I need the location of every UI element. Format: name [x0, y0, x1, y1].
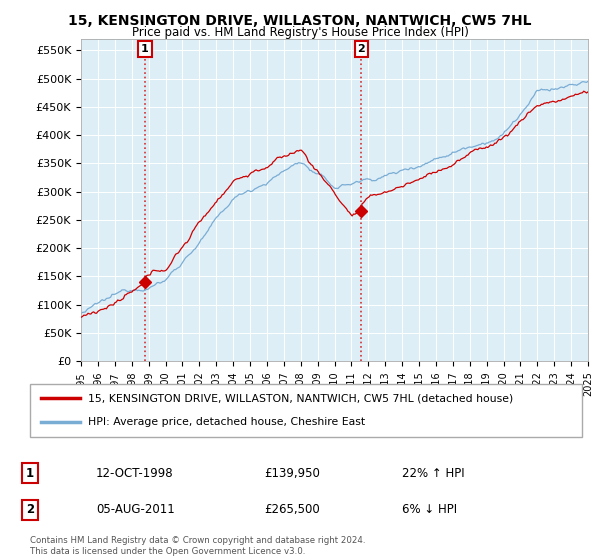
Text: HPI: Average price, detached house, Cheshire East: HPI: Average price, detached house, Ches…: [88, 417, 365, 427]
Text: 15, KENSINGTON DRIVE, WILLASTON, NANTWICH, CW5 7HL (detached house): 15, KENSINGTON DRIVE, WILLASTON, NANTWIC…: [88, 394, 513, 404]
Text: 15, KENSINGTON DRIVE, WILLASTON, NANTWICH, CW5 7HL: 15, KENSINGTON DRIVE, WILLASTON, NANTWIC…: [68, 14, 532, 28]
Text: Price paid vs. HM Land Registry's House Price Index (HPI): Price paid vs. HM Land Registry's House …: [131, 26, 469, 39]
Text: 1: 1: [26, 466, 34, 480]
Text: 1: 1: [141, 44, 149, 54]
Text: 12-OCT-1998: 12-OCT-1998: [96, 466, 173, 480]
Text: 2: 2: [358, 44, 365, 54]
Text: Contains HM Land Registry data © Crown copyright and database right 2024.
This d: Contains HM Land Registry data © Crown c…: [30, 536, 365, 556]
Text: £265,500: £265,500: [264, 503, 320, 516]
Text: 6% ↓ HPI: 6% ↓ HPI: [402, 503, 457, 516]
FancyBboxPatch shape: [30, 384, 582, 437]
Text: £139,950: £139,950: [264, 466, 320, 480]
Text: 2: 2: [26, 503, 34, 516]
Text: 22% ↑ HPI: 22% ↑ HPI: [402, 466, 464, 480]
Text: 05-AUG-2011: 05-AUG-2011: [96, 503, 175, 516]
